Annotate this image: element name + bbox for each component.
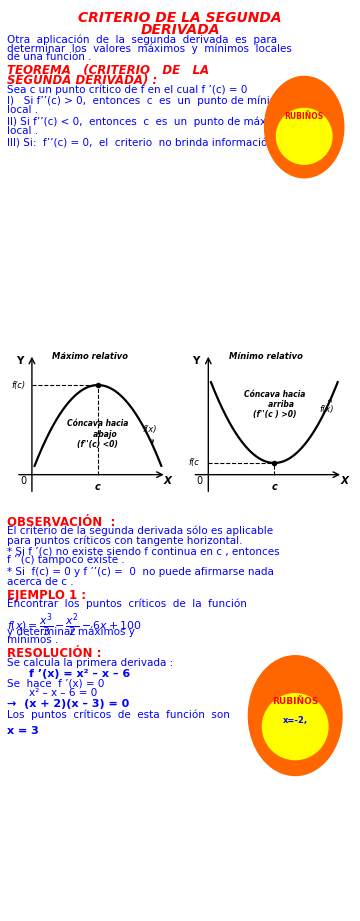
Text: x² – x – 6 = 0: x² – x – 6 = 0 xyxy=(29,688,97,698)
Text: acerca de c .: acerca de c . xyxy=(7,577,74,587)
Text: f ’’(c) tampoco existe .: f ’’(c) tampoco existe . xyxy=(7,555,125,565)
Text: c: c xyxy=(95,483,101,492)
Text: Otra  aplicación  de  la  segunda  derivada  es  para: Otra aplicación de la segunda derivada e… xyxy=(7,34,277,44)
Text: →  (x + 2)(x – 3) = 0: → (x + 2)(x – 3) = 0 xyxy=(7,699,130,709)
Text: f(c): f(c) xyxy=(12,380,26,390)
Text: DERIVADA: DERIVADA xyxy=(140,24,220,38)
Text: f ’(x) = x² – x – 6: f ’(x) = x² – x – 6 xyxy=(29,669,130,679)
Ellipse shape xyxy=(248,656,342,775)
Text: Cóncava hacia
     abajo
(f''(c) <0): Cóncava hacia abajo (f''(c) <0) xyxy=(67,419,129,449)
Text: f(x): f(x) xyxy=(319,399,334,414)
Ellipse shape xyxy=(265,76,344,178)
Text: Cóncava hacia
     arriba
(f''(c ) >0): Cóncava hacia arriba (f''(c ) >0) xyxy=(244,390,305,419)
Text: local .: local . xyxy=(7,126,38,136)
Text: mínimos .: mínimos . xyxy=(7,635,59,646)
Text: TEOREMA   (CRITERIO   DE   LA: TEOREMA (CRITERIO DE LA xyxy=(7,64,209,76)
Text: Y: Y xyxy=(16,356,23,367)
Text: El criterio de la segunda derivada sólo es aplicable: El criterio de la segunda derivada sólo … xyxy=(7,526,273,536)
Text: II) Si f’’(c) < 0,  entonces  c  es  un  punto de máximo: II) Si f’’(c) < 0, entonces c es un punt… xyxy=(7,117,286,127)
Ellipse shape xyxy=(262,694,328,760)
Text: 0: 0 xyxy=(20,476,26,486)
Text: Y: Y xyxy=(193,356,200,367)
Ellipse shape xyxy=(276,109,332,164)
Text: Se calcula la primera derivada :: Se calcula la primera derivada : xyxy=(7,658,174,668)
Text: de una función .: de una función . xyxy=(7,52,92,63)
Text: y determinar máximos y: y determinar máximos y xyxy=(7,626,135,636)
Text: local .: local . xyxy=(7,105,38,115)
Text: X: X xyxy=(340,476,348,486)
Text: c: c xyxy=(271,483,277,492)
Text: Mínimo relativo: Mínimo relativo xyxy=(229,353,303,361)
Text: I)   Si f’’(c) > 0,  entonces  c  es  un  punto de mínimo: I) Si f’’(c) > 0, entonces c es un punto… xyxy=(7,96,287,106)
Text: Los  puntos  críticos  de  esta  función  son: Los puntos críticos de esta función son xyxy=(7,709,230,719)
Text: Máximo relativo: Máximo relativo xyxy=(52,353,128,361)
Text: x = 3: x = 3 xyxy=(7,726,39,736)
Text: * Si f ’(c) no existe siendo f continua en c , entonces: * Si f ’(c) no existe siendo f continua … xyxy=(7,546,280,556)
Text: III) Si:  f’’(c) = 0,  el  criterio  no brinda información.: III) Si: f’’(c) = 0, el criterio no brin… xyxy=(7,138,278,148)
Text: RUBIÑOS: RUBIÑOS xyxy=(272,697,318,706)
Text: CRITERIO DE LA SEGUNDA: CRITERIO DE LA SEGUNDA xyxy=(78,11,282,25)
Text: * Si  f(c) = 0 y f ’’(c) =  0  no puede afirmarse nada: * Si f(c) = 0 y f ’’(c) = 0 no puede afi… xyxy=(7,567,274,577)
Text: f(c: f(c xyxy=(188,459,199,468)
Text: Se  hace  f ’(x) = 0: Se hace f ’(x) = 0 xyxy=(7,679,104,689)
Text: para puntos críticos con tangente horizontal.: para puntos críticos con tangente horizo… xyxy=(7,535,243,545)
Text: RUBIÑOS: RUBIÑOS xyxy=(285,111,324,121)
Text: RESOLUCIÓN :: RESOLUCIÓN : xyxy=(7,647,102,660)
Text: Encontrar  los  puntos  críticos  de  la  función: Encontrar los puntos críticos de la func… xyxy=(7,599,247,609)
Text: determinar  los  valores  máximos  y  mínimos  locales: determinar los valores máximos y mínimos… xyxy=(7,43,292,53)
Text: SEGUNDA DERIVADA) :: SEGUNDA DERIVADA) : xyxy=(7,74,157,87)
Text: OBSERVACIÓN  :: OBSERVACIÓN : xyxy=(7,516,116,529)
Text: x=-2,: x=-2, xyxy=(283,716,308,725)
Text: X: X xyxy=(164,476,172,486)
Text: EJEMPLO 1 :: EJEMPLO 1 : xyxy=(7,589,86,601)
Text: f(x): f(x) xyxy=(143,425,157,443)
Text: Sea c un punto crítico de f en el cual f ’(c) = 0: Sea c un punto crítico de f en el cual f… xyxy=(7,85,248,95)
Text: 0: 0 xyxy=(197,476,203,486)
Text: $f(x) = \dfrac{x^3}{3} - \dfrac{x^2}{2} - 6x + 100$: $f(x) = \dfrac{x^3}{3} - \dfrac{x^2}{2} … xyxy=(7,611,141,638)
